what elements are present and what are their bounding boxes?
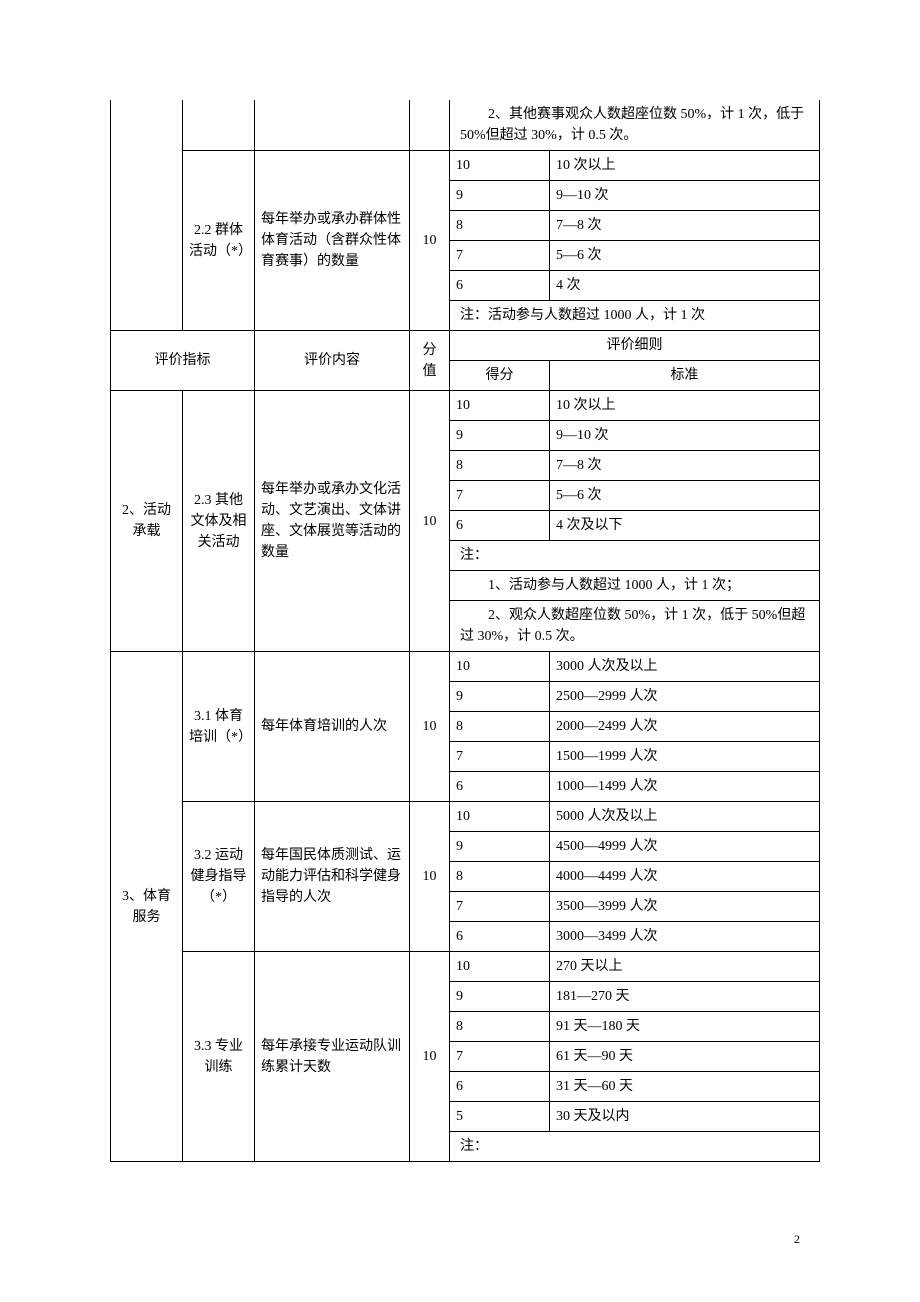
score-cell: 8 bbox=[450, 211, 550, 241]
s32-fen: 10 bbox=[410, 802, 450, 952]
std-cell: 4500—4999 人次 bbox=[550, 832, 820, 862]
top-note: 2、其他赛事观众人数超座位数 50%，计 1 次，低于 50%但超过 30%，计… bbox=[450, 100, 820, 151]
cat2: 2、活动承载 bbox=[111, 391, 183, 652]
hdr-fen: 分值 bbox=[410, 331, 450, 391]
s33-label: 3.3 专业训练 bbox=[183, 952, 255, 1162]
std-cell: 7—8 次 bbox=[550, 211, 820, 241]
std-cell: 91 天—180 天 bbox=[550, 1012, 820, 1042]
std-cell: 181—270 天 bbox=[550, 982, 820, 1012]
std-cell: 61 天—90 天 bbox=[550, 1042, 820, 1072]
std-cell: 5—6 次 bbox=[550, 481, 820, 511]
score-cell: 5 bbox=[450, 1102, 550, 1132]
score-cell: 6 bbox=[450, 1072, 550, 1102]
score-cell: 10 bbox=[450, 802, 550, 832]
score-cell: 9 bbox=[450, 832, 550, 862]
score-cell: 7 bbox=[450, 742, 550, 772]
hdr-std: 标准 bbox=[550, 361, 820, 391]
score-cell: 10 bbox=[450, 652, 550, 682]
prev-fen-cell bbox=[410, 100, 450, 151]
s23-note-head: 注： bbox=[450, 541, 820, 571]
s31-fen: 10 bbox=[410, 652, 450, 802]
s23-label: 2.3 其他文体及相关活动 bbox=[183, 391, 255, 652]
hdr-content: 评价内容 bbox=[255, 331, 410, 391]
std-cell: 270 天以上 bbox=[550, 952, 820, 982]
std-cell: 4000—4499 人次 bbox=[550, 862, 820, 892]
std-cell: 30 天及以内 bbox=[550, 1102, 820, 1132]
hdr-indicator: 评价指标 bbox=[111, 331, 255, 391]
s23-fen: 10 bbox=[410, 391, 450, 652]
s32-content: 每年国民体质测试、运动能力评估和科学健身指导的人次 bbox=[255, 802, 410, 952]
score-cell: 7 bbox=[450, 481, 550, 511]
score-cell: 9 bbox=[450, 421, 550, 451]
std-cell: 3500—3999 人次 bbox=[550, 892, 820, 922]
score-cell: 6 bbox=[450, 772, 550, 802]
score-cell: 10 bbox=[450, 391, 550, 421]
std-cell: 9—10 次 bbox=[550, 181, 820, 211]
score-cell: 9 bbox=[450, 982, 550, 1012]
score-cell: 6 bbox=[450, 511, 550, 541]
score-cell: 6 bbox=[450, 271, 550, 301]
s22-fen: 10 bbox=[410, 151, 450, 331]
std-cell: 5000 人次及以上 bbox=[550, 802, 820, 832]
std-cell: 1000—1499 人次 bbox=[550, 772, 820, 802]
score-cell: 8 bbox=[450, 862, 550, 892]
s33-fen: 10 bbox=[410, 952, 450, 1162]
std-cell: 7—8 次 bbox=[550, 451, 820, 481]
score-cell: 10 bbox=[450, 151, 550, 181]
std-cell: 4 次及以下 bbox=[550, 511, 820, 541]
prev-cat-cell bbox=[111, 100, 183, 331]
s32-label: 3.2 运动健身指导（*） bbox=[183, 802, 255, 952]
score-cell: 7 bbox=[450, 241, 550, 271]
s33-note: 注： bbox=[450, 1132, 820, 1162]
hdr-detail: 评价细则 bbox=[450, 331, 820, 361]
hdr-score: 得分 bbox=[450, 361, 550, 391]
evaluation-table: 2、其他赛事观众人数超座位数 50%，计 1 次，低于 50%但超过 30%，计… bbox=[110, 100, 820, 1162]
s23-note2: 2、观众人数超座位数 50%，计 1 次，低于 50%但超过 30%，计 0.5… bbox=[450, 601, 820, 652]
score-cell: 9 bbox=[450, 181, 550, 211]
s23-note1: 1、活动参与人数超过 1000 人，计 1 次； bbox=[450, 571, 820, 601]
std-cell: 2500—2999 人次 bbox=[550, 682, 820, 712]
score-cell: 10 bbox=[450, 952, 550, 982]
page-number: 2 bbox=[110, 1232, 820, 1247]
std-cell: 31 天—60 天 bbox=[550, 1072, 820, 1102]
score-cell: 7 bbox=[450, 892, 550, 922]
std-cell: 3000—3499 人次 bbox=[550, 922, 820, 952]
score-cell: 7 bbox=[450, 1042, 550, 1072]
std-cell: 10 次以上 bbox=[550, 391, 820, 421]
std-cell: 5—6 次 bbox=[550, 241, 820, 271]
prev-sub-cell bbox=[183, 100, 255, 151]
std-cell: 3000 人次及以上 bbox=[550, 652, 820, 682]
s31-label: 3.1 体育培训（*） bbox=[183, 652, 255, 802]
s22-label: 2.2 群体活动（*） bbox=[183, 151, 255, 331]
score-cell: 6 bbox=[450, 922, 550, 952]
std-cell: 10 次以上 bbox=[550, 151, 820, 181]
score-cell: 9 bbox=[450, 682, 550, 712]
cat3: 3、体育服务 bbox=[111, 652, 183, 1162]
s23-content: 每年举办或承办文化活动、文艺演出、文体讲座、文体展览等活动的数量 bbox=[255, 391, 410, 652]
s22-content: 每年举办或承办群体性体育活动（含群众性体育赛事）的数量 bbox=[255, 151, 410, 331]
std-cell: 2000—2499 人次 bbox=[550, 712, 820, 742]
s33-content: 每年承接专业运动队训练累计天数 bbox=[255, 952, 410, 1162]
score-cell: 8 bbox=[450, 451, 550, 481]
s31-content: 每年体育培训的人次 bbox=[255, 652, 410, 802]
std-cell: 4 次 bbox=[550, 271, 820, 301]
prev-content-cell bbox=[255, 100, 410, 151]
score-cell: 8 bbox=[450, 1012, 550, 1042]
std-cell: 1500—1999 人次 bbox=[550, 742, 820, 772]
s22-note: 注：活动参与人数超过 1000 人，计 1 次 bbox=[450, 301, 820, 331]
std-cell: 9—10 次 bbox=[550, 421, 820, 451]
score-cell: 8 bbox=[450, 712, 550, 742]
